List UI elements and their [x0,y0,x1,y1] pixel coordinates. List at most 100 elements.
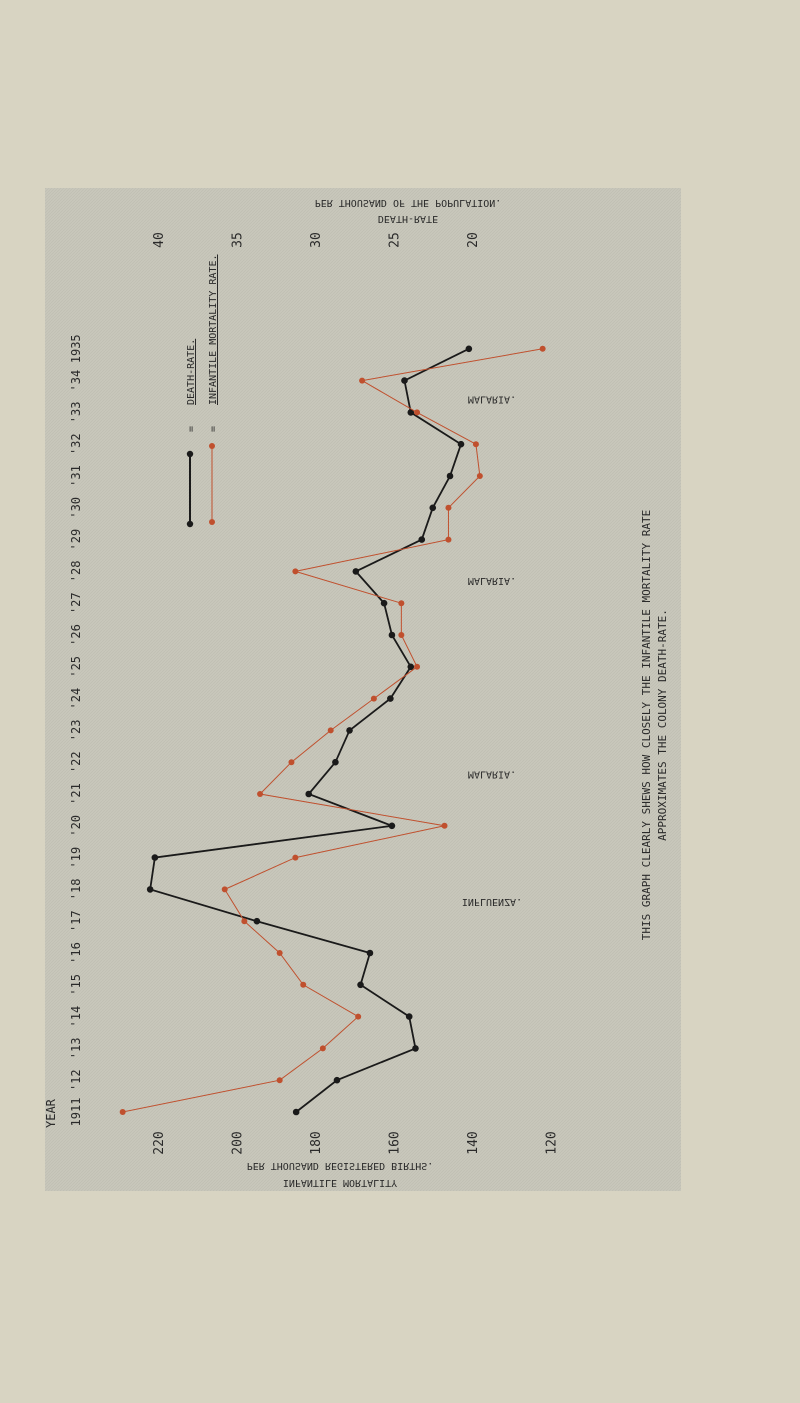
year-tick-label: '16 [69,942,83,964]
death-rate-point [366,949,374,957]
imr-tick-label: 140 [466,1131,481,1154]
imr-tick-label: 200 [231,1131,246,1154]
annotation-label: INFLUENZA. [462,896,522,907]
legend-death-rate: DEATH-RATE. [186,339,197,405]
year-tick-label: '30 [69,497,83,519]
imr-point [539,345,546,352]
imr-point [288,759,295,766]
imr-point [292,568,299,575]
death-rate-point [253,917,261,925]
death-rate-point [332,758,339,766]
year-tick-label: '28 [69,561,83,583]
year-tick-label: '17 [69,910,83,932]
death-rate-tick-label: 20 [466,232,481,248]
death-rate-point [305,790,313,798]
year-tick-label: '33 [69,402,83,424]
imr-tick-label: 220 [152,1131,167,1154]
death-rate-point [457,440,465,448]
imr-point [414,663,421,670]
year-tick-label: '31 [69,465,83,487]
imr-point [257,791,264,797]
death-rate-tick-label: 35 [231,232,246,248]
year-tick-label: '21 [69,783,83,805]
imr-tick-label: 180 [309,1131,324,1154]
imr-point [370,695,377,702]
imr-point [359,377,366,384]
annotation-label: MALARIA. [468,575,516,586]
year-tick-label: '15 [69,974,83,996]
year-tick-label: '18 [69,879,83,901]
imr-point [221,886,228,893]
death-rate-point [418,536,426,543]
death-rate-point [346,727,353,734]
year-tick-label: '29 [69,529,83,551]
death-rate-axis-title-1: DEATH-RATE [378,213,438,224]
death-rate-point [401,377,408,384]
chart-panel [45,188,681,1191]
death-rate-point [407,663,415,671]
imr-point [276,950,283,956]
annotation-label: MALARIA. [468,394,516,405]
death-rate-point [429,504,437,512]
imr-point [476,473,483,479]
imr-point [414,409,421,416]
death-rate-point [388,822,396,830]
imr-point [398,600,405,607]
death-rate-point [388,631,396,639]
imr-tick-label: 120 [545,1131,560,1154]
caption-line-2: APPROXIMATES THE COLONY DEATH-RATE. [656,609,669,841]
death-rate-point [465,345,473,353]
imr-axis-title-1: INFANTILE MORTALITY [283,1177,397,1188]
death-rate-point [352,568,360,575]
year-tick-label: '27 [69,592,83,614]
year-tick-label: '20 [69,815,83,837]
death-rate-point [380,599,388,607]
year-tick-label: '34 [69,370,83,392]
legend-imr: INFANTILE MORTALITY RATE. [208,254,219,405]
death-rate-point [151,854,159,861]
imr-point [355,1013,362,1020]
imr-point [445,536,452,543]
year-tick-label: '25 [69,656,83,678]
year-tick-label: '12 [69,1069,83,1091]
imr-point [445,504,452,511]
imr-point [292,854,299,861]
death-rate-tick-label: 25 [388,232,403,248]
year-tick-label: 1935 [69,334,83,363]
death-rate-point [412,1045,419,1052]
year-tick-label: '32 [69,433,83,455]
year-tick-label: '26 [69,624,83,646]
imr-point [276,1077,283,1084]
legend-ditto-1: = [186,426,197,432]
death-rate-point [405,1013,413,1020]
year-tick-label: '24 [69,688,83,710]
imr-point [119,1109,126,1115]
death-rate-point [407,409,415,416]
imr-axis-title-2: PER THOUSAND REGISTERED BIRTHS. [247,1160,434,1171]
annotation-label: MALARIA. [468,769,516,780]
year-tick-label: '14 [69,1006,83,1028]
year-tick-label: '23 [69,720,83,742]
imr-point [300,981,307,988]
imr-point [441,822,448,829]
imr-point [398,632,405,638]
death-rate-tick-label: 40 [152,232,167,248]
year-tick-label: '22 [69,751,83,773]
imr-point [472,441,479,448]
x-axis-label: YEAR [44,1098,58,1128]
death-rate-point [292,1108,300,1116]
death-rate-axis-title-2: PER THOUSAND OF THE POPULATION. [315,197,502,208]
imr-point [319,1045,326,1052]
death-rate-point [387,695,394,702]
death-rate-point [146,886,154,893]
legend-ditto-2: = [208,426,219,432]
imr-point [241,918,248,925]
imr-point [327,727,334,734]
year-tick-label: '19 [69,847,83,869]
death-rate-point [446,472,454,480]
year-tick-label: 1911 [69,1098,83,1127]
imr-tick-label: 160 [388,1131,403,1154]
death-rate-tick-label: 30 [309,232,324,248]
year-tick-label: '13 [69,1038,83,1060]
